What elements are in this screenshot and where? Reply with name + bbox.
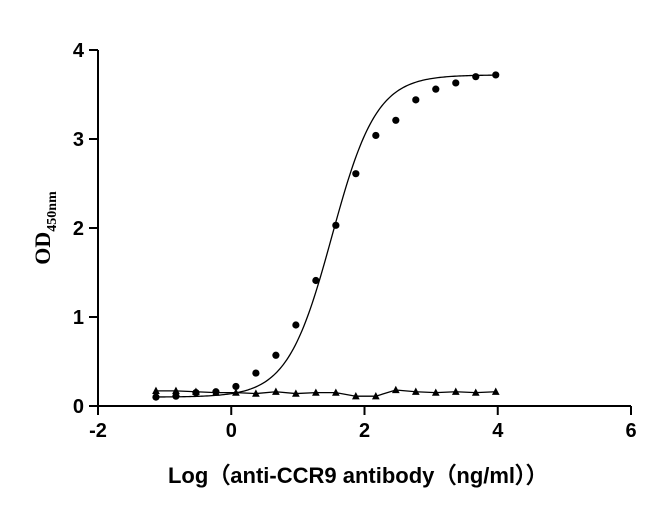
data-points [152,71,500,401]
series-1-point [372,131,380,140]
series-1-point [172,392,180,400]
x-tick-label: 0 [226,420,237,442]
series-2-point [212,388,220,396]
series-2-point [252,389,260,397]
x-axis-label: Log（anti-CCR9 antibody（ng/ml）） [168,463,548,488]
series-2-point [332,388,340,396]
x-tick-label: 6 [625,420,636,442]
series-2-point [431,388,440,396]
series-2-point [351,392,360,400]
series-2-point [391,385,400,394]
series-1-point [232,382,240,391]
series-1-point [492,71,500,79]
series-2-line [155,389,496,397]
series-2-point [471,388,480,396]
x-tick-label: -2 [89,420,107,442]
y-axis-label: OD450nm [30,191,60,265]
series-2-point [312,388,320,396]
series-1-point [312,276,320,285]
series-2-point [411,387,420,395]
series-2-point [192,387,200,395]
series-1-line [155,74,496,398]
series-2-point [272,387,280,395]
series-2-point [292,389,300,397]
series-1-point [252,369,260,377]
y-tick-label: 3 [73,129,84,151]
series-2-point [232,388,240,396]
series-1-point [452,79,460,87]
series-1-point [412,96,420,104]
y-axis-label-sub: 450nm [45,191,60,232]
y-axis-label-main: OD [30,232,55,265]
series-2-point [451,387,460,395]
fit-curve-layer [155,74,496,398]
series-1-point [272,351,280,359]
series-1-point [152,393,160,401]
series-2-point [152,386,160,395]
series-2-point [172,386,180,395]
series-1-point [392,116,400,124]
y-tick-label: 0 [73,396,84,418]
series-2-point [371,392,380,400]
y-tick-label: 1 [73,307,84,329]
series-1-point [332,221,340,229]
series-1-point [292,321,300,329]
x-tick-label: 2 [359,420,370,442]
y-tick-label: 4 [73,40,85,62]
series-2-point [491,387,500,395]
series-1-point [472,73,480,81]
series-1-point [352,170,360,178]
y-tick-label: 2 [73,218,84,240]
series-1-point [432,85,440,93]
x-tick-label: 4 [492,420,504,442]
